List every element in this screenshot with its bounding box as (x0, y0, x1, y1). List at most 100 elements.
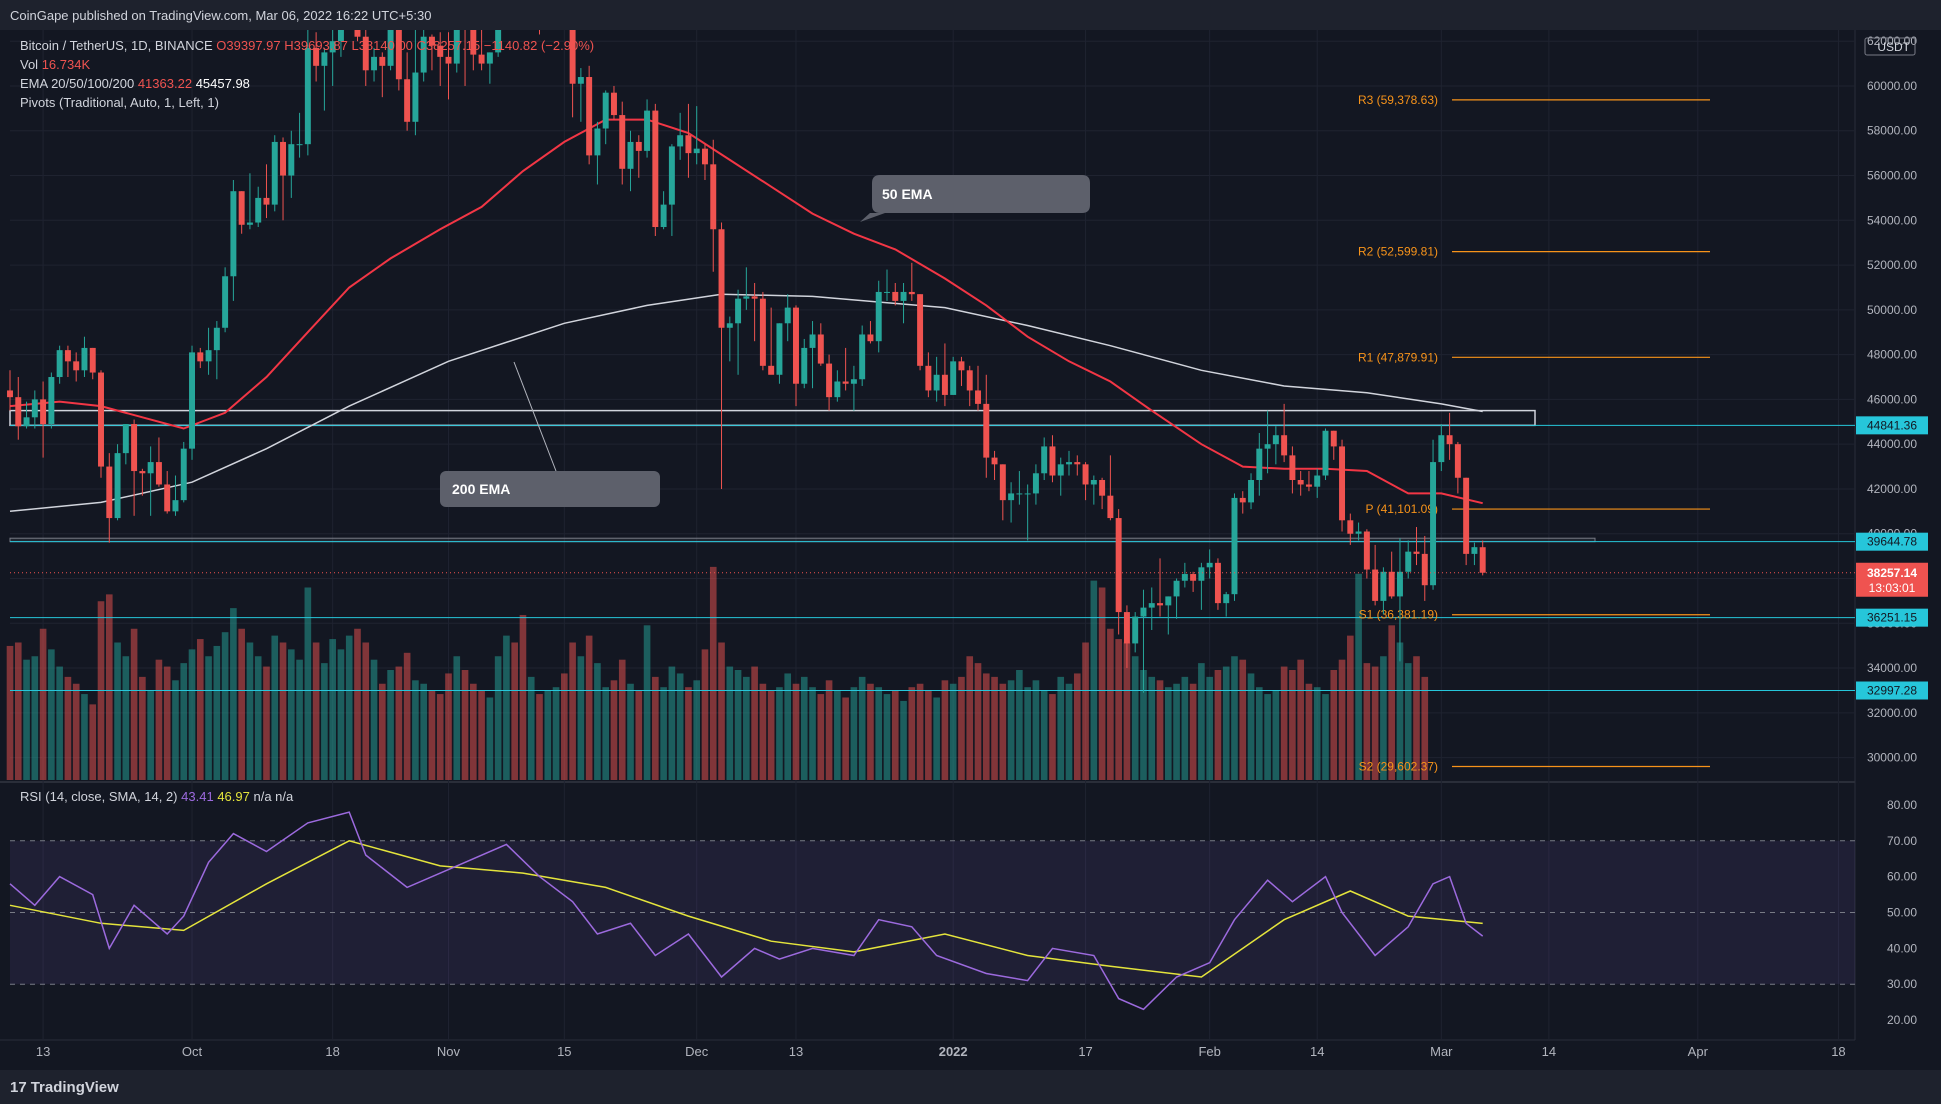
candle-body (313, 47, 320, 66)
volume-bar (1313, 687, 1321, 780)
candle (404, 52, 411, 131)
candle (594, 121, 601, 185)
candle (610, 85, 617, 120)
volume-bar (834, 690, 841, 780)
candle (189, 345, 195, 460)
volume-bar (1131, 656, 1139, 780)
candle-body (1281, 435, 1288, 456)
volume-bar (312, 642, 320, 780)
candle-body (1454, 444, 1461, 478)
volume-bar (1082, 642, 1089, 780)
candle (1281, 403, 1288, 463)
candle (23, 401, 30, 429)
price-tick-label: 30000.00 (1867, 751, 1917, 765)
pivot-label: S1 (36,381.19) (1359, 608, 1438, 622)
candle-body (1380, 571, 1387, 601)
volume-bar (1388, 625, 1395, 780)
volume-bar (999, 683, 1007, 780)
candle (1214, 558, 1221, 610)
candle (288, 130, 295, 198)
candle-body (842, 381, 849, 384)
candle (131, 419, 138, 516)
ema-label[interactable]: EMA 20/50/100/200 (20, 76, 135, 91)
rsi-na-values: n/a n/a (253, 789, 294, 804)
candle (412, 30, 419, 136)
time-tick-label: 14 (1542, 1044, 1556, 1059)
candle (147, 446, 154, 516)
candle (975, 365, 981, 411)
candle-body (1322, 430, 1329, 476)
candle-body (304, 47, 311, 145)
candle (1190, 571, 1197, 592)
volume-label[interactable]: Vol (20, 57, 39, 72)
volume-bar (1115, 639, 1122, 780)
currency-box (1864, 37, 1916, 56)
candle (48, 372, 55, 429)
level-price-tag (1856, 532, 1928, 551)
volume-bar (1272, 690, 1280, 780)
volume-bar (693, 680, 701, 780)
candle (677, 112, 684, 160)
candle (1339, 439, 1346, 532)
candle (304, 30, 311, 156)
rsi-label[interactable]: RSI (14, close, SMA, 14, 2) (20, 789, 178, 804)
candle (1206, 549, 1213, 579)
candle-body (139, 471, 146, 474)
legend-pivots-row: Pivots (Traditional, Auto, 1, Left, 1) (20, 93, 594, 112)
candle (950, 356, 957, 395)
pivots-label[interactable]: Pivots (Traditional, Auto, 1, Left, 1) (20, 95, 219, 110)
volume-bar (1090, 580, 1098, 780)
candle-body (437, 45, 444, 57)
candle-body (1314, 475, 1321, 487)
candle (726, 316, 733, 362)
candle (1173, 578, 1180, 619)
candle (685, 103, 692, 178)
candle (420, 30, 427, 82)
volume-bar (436, 694, 444, 780)
volume-bar (387, 670, 394, 780)
candle-body (122, 424, 129, 454)
rsi-tick-label: 50.00 (1887, 906, 1917, 920)
candle-body (1248, 480, 1255, 503)
volume-bar (660, 687, 667, 780)
candle-body (1157, 603, 1164, 606)
time-tick-label: 13 (36, 1044, 50, 1059)
publish-info: CoinGape published on TradingView.com, M… (10, 8, 432, 23)
tradingview-logo[interactable]: 17 TradingView (10, 1079, 119, 1096)
candle-body (180, 448, 187, 501)
symbol-name[interactable]: Bitcoin / TetherUS, 1D, BINANCE (20, 38, 213, 53)
level-price-text: 36251.15 (1867, 611, 1917, 625)
volume-bar (1396, 642, 1404, 780)
candle (586, 65, 593, 165)
ema200-value: 45457.98 (195, 76, 250, 91)
volume-bar (1156, 680, 1164, 780)
candle (1471, 542, 1478, 566)
candle (1248, 473, 1255, 510)
pivot-label: R3 (59,378.63) (1358, 93, 1438, 107)
candle-body (1372, 569, 1379, 601)
level-price-text: 44841.36 (1867, 418, 1917, 432)
volume-bar (420, 683, 427, 780)
candle-body (999, 464, 1006, 501)
candle-body (710, 164, 717, 230)
time-tick-label: Mar (1430, 1044, 1453, 1059)
volume-bar (1016, 670, 1023, 780)
candle (263, 164, 270, 219)
volume-bar (1305, 683, 1313, 780)
candle (635, 135, 642, 178)
candle-body (660, 204, 667, 228)
candle-body (1430, 462, 1437, 586)
candle-body (1256, 448, 1263, 480)
volume-bar (1347, 635, 1354, 780)
rsi-tick-label: 20.00 (1887, 1013, 1917, 1027)
chart-canvas[interactable]: R3 (59,378.63) R2 (52,599.81) R1 (47,879.9… (0, 30, 1941, 1070)
candle (478, 30, 485, 71)
candle (56, 345, 63, 384)
volume-bar (1098, 587, 1106, 780)
volume-bar (1404, 663, 1412, 780)
candle (362, 30, 369, 86)
candle (464, 30, 466, 86)
candle-body (495, 30, 502, 53)
volume-bar (552, 687, 560, 780)
volume-bar (337, 649, 345, 780)
